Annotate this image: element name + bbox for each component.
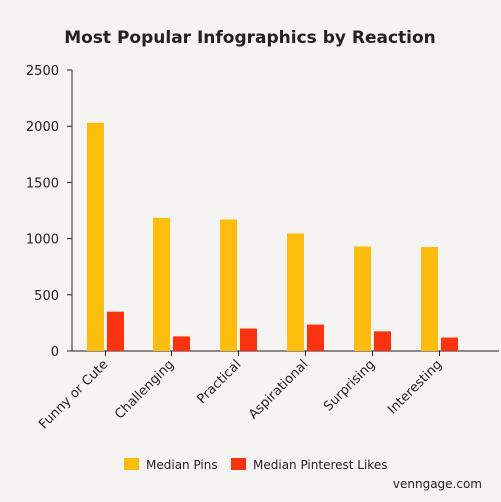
bar-median-pins <box>287 233 304 351</box>
y-tick-label: 1000 <box>26 233 59 248</box>
plot-area: 0 500 1000 1500 2000 2500 Funny or Cute Challen… <box>26 64 499 432</box>
y-tick-label: 500 <box>34 289 59 304</box>
x-tick-label: Aspirational <box>246 357 311 422</box>
x-tick-label: Funny or Cute <box>36 357 111 432</box>
bar-median-pinterest-likes <box>240 328 257 351</box>
bar-median-pins <box>153 217 170 351</box>
bar-median-pins <box>220 219 237 351</box>
legend-swatch <box>231 458 246 470</box>
bar-median-pinterest-likes <box>307 324 324 351</box>
chart-title: Most Popular Infographics by Reaction <box>64 28 436 48</box>
y-tick-label: 0 <box>51 345 59 360</box>
legend-label: Median Pinterest Likes <box>253 458 387 472</box>
bar-median-pinterest-likes <box>107 311 124 351</box>
bar-median-pinterest-likes <box>173 336 190 351</box>
legend-label: Median Pins <box>146 458 218 472</box>
x-tick-label: Interesting <box>385 357 445 417</box>
x-tick-label: Challenging <box>112 357 177 422</box>
bar-median-pins <box>354 246 371 351</box>
source-label: venngage.com <box>393 477 482 491</box>
bar-median-pins <box>421 247 438 351</box>
x-tick-label: Practical <box>194 357 244 407</box>
bar-median-pinterest-likes <box>441 337 458 351</box>
y-tick-label: 2500 <box>26 64 59 79</box>
y-tick-label: 2000 <box>26 120 59 135</box>
legend: Median Pins Median Pinterest Likes <box>124 458 387 472</box>
y-tick-label: 1500 <box>26 176 59 191</box>
bar-median-pins <box>87 122 104 351</box>
legend-swatch <box>124 458 139 470</box>
bar-median-pinterest-likes <box>374 331 391 351</box>
x-tick-label: Surprising <box>321 357 378 414</box>
